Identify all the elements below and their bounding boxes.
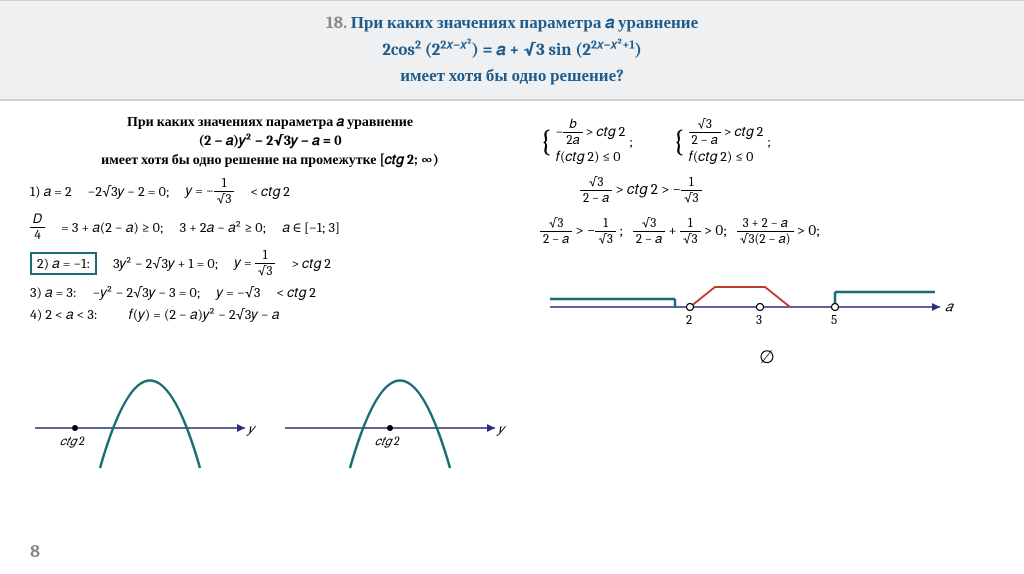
header-line2: имеет хотя бы одно решение?: [400, 67, 624, 86]
case-1-label: 1) 𝑎 = 2: [30, 183, 72, 200]
sub-problem: При каких значениях параметра 𝑎 уравнени…: [30, 113, 510, 170]
main-content: При каких значениях параметра 𝑎 уравнени…: [0, 101, 1024, 473]
svg-text:𝑦: 𝑦: [496, 422, 507, 437]
discriminant: 𝐷4 = 3 + 𝑎(2 − 𝑎) ≥ 0; 3 + 2𝑎 − 𝑎² ≥ 0; …: [30, 212, 510, 243]
sys1-b: 𝑓(𝑐𝑡𝑔 2) ≤ 0: [556, 148, 626, 165]
number-line: 𝑎 2 3 5: [540, 267, 994, 337]
d-right: 𝑎 ∈ [−1; 3]: [282, 219, 340, 236]
sys1-a: −𝑏2𝑎 > 𝑐𝑡𝑔 2: [556, 117, 626, 148]
parabola-right: 𝑦 𝑐𝑡𝑔 2: [280, 333, 510, 473]
sub-line1: При каких значениях параметра 𝑎 уравнени…: [30, 113, 510, 132]
case-1-y: 𝑦 = −1√3: [186, 176, 235, 207]
case-2-eq: 3𝑦² − 2√3𝑦 + 1 = 0;: [113, 255, 218, 272]
empty-set: ∅: [540, 347, 994, 368]
svg-text:𝑎: 𝑎: [945, 298, 955, 315]
svg-text:𝑦: 𝑦: [246, 422, 257, 437]
problem-header: 18. При каких значениях параметра 𝑎 урав…: [0, 0, 1024, 101]
sub-formula: (2 − 𝑎)𝑦² − 2√3𝑦 − 𝑎 = 0: [30, 132, 510, 151]
d-left: = 3 + 𝑎(2 − 𝑎) ≥ 0;: [61, 219, 163, 236]
parabola-graphs: 𝑦 𝑐𝑡𝑔 2 𝑦 𝑐𝑡𝑔 2: [30, 333, 510, 473]
case-2-y: 𝑦 = 1√3: [234, 248, 275, 279]
left-column: При каких значениях параметра 𝑎 уравнени…: [30, 113, 510, 473]
case-4: 4) 2 < 𝑎 < 3: 𝑓(𝑦) = (2 − 𝑎)𝑦² − 2√3𝑦 − …: [30, 306, 510, 323]
system-1: { −𝑏2𝑎 > 𝑐𝑡𝑔 2 𝑓(𝑐𝑡𝑔 2) ≤ 0 ;: [540, 117, 633, 165]
inequality-1: √32 − 𝑎 > 𝑐𝑡𝑔 2 > −1√3: [540, 175, 994, 206]
d-mid: 3 + 2𝑎 − 𝑎² ≥ 0;: [180, 219, 267, 236]
svg-text:𝑐𝑡𝑔 2: 𝑐𝑡𝑔 2: [375, 434, 400, 448]
svg-text:5: 5: [831, 313, 837, 328]
sub-line2: имеет хотя бы одно решение на промежутке…: [30, 151, 510, 170]
svg-text:2: 2: [686, 313, 692, 328]
svg-text:3: 3: [756, 313, 762, 328]
brace-icon-2: {: [673, 124, 685, 159]
brace-icon: {: [540, 124, 552, 159]
case-3: 3) 𝑎 = 3: −𝑦² − 2√3𝑦 − 3 = 0; 𝑦 = −√3 < …: [30, 284, 510, 301]
system-2: { √32 − 𝑎 > 𝑐𝑡𝑔 2 𝑓(𝑐𝑡𝑔 2) ≤ 0 ;: [673, 117, 771, 165]
header-formula: 2cos2 (22𝑥−𝑥²) = 𝑎 + √3 sin (22𝑥−𝑥²+1): [382, 41, 642, 60]
sys2-a: √32 − 𝑎 > 𝑐𝑡𝑔 2: [689, 117, 764, 148]
case-3-label: 3) 𝑎 = 3:: [30, 284, 77, 301]
case-2: 2) 𝑎 = −1: 3𝑦² − 2√3𝑦 + 1 = 0; 𝑦 = 1√3 >…: [30, 248, 510, 279]
header-line1: При каких значениях параметра 𝑎 уравнени…: [351, 14, 698, 33]
svg-text:𝑐𝑡𝑔 2: 𝑐𝑡𝑔 2: [60, 434, 85, 448]
inequality-2: √32 − 𝑎 > −1√3 ; √32 − 𝑎 + 1√3 > 0; 3 + …: [540, 216, 994, 247]
case-2-cmp: > 𝑐𝑡𝑔 2: [291, 255, 331, 272]
sys2-b: 𝑓(𝑐𝑡𝑔 2) ≤ 0: [689, 148, 764, 165]
case-3-eq: −𝑦² − 2√3𝑦 − 3 = 0;: [93, 284, 201, 301]
d-frac: 𝐷4: [30, 212, 45, 243]
problem-number: 18.: [326, 14, 347, 33]
case-4-label: 4) 2 < 𝑎 < 3:: [30, 306, 98, 323]
case-1-cmp: < 𝑐𝑡𝑔 2: [250, 183, 290, 200]
case-3-cmp: < 𝑐𝑡𝑔 2: [276, 284, 316, 301]
case-1-eq: −2√3𝑦 − 2 = 0;: [88, 183, 170, 200]
right-column: { −𝑏2𝑎 > 𝑐𝑡𝑔 2 𝑓(𝑐𝑡𝑔 2) ≤ 0 ; { √32 − 𝑎 …: [540, 113, 994, 473]
systems-row: { −𝑏2𝑎 > 𝑐𝑡𝑔 2 𝑓(𝑐𝑡𝑔 2) ≤ 0 ; { √32 − 𝑎 …: [540, 117, 994, 165]
page-number: 8: [30, 541, 40, 562]
case-3-y: 𝑦 = −√3: [217, 284, 261, 301]
case-4-eq: 𝑓(𝑦) = (2 − 𝑎)𝑦² − 2√3𝑦 − 𝑎: [129, 306, 280, 323]
case-2-label: 2) 𝑎 = −1:: [30, 252, 97, 275]
parabola-left: 𝑦 𝑐𝑡𝑔 2: [30, 333, 260, 473]
case-1: 1) 𝑎 = 2 −2√3𝑦 − 2 = 0; 𝑦 = −1√3 < 𝑐𝑡𝑔 2: [30, 176, 510, 207]
